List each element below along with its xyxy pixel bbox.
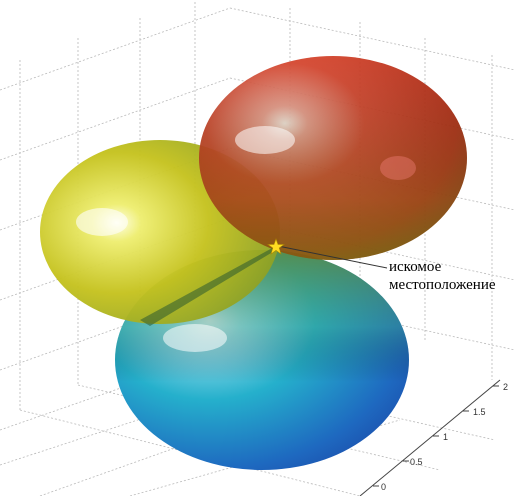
top-lobe	[199, 56, 467, 260]
tick-label: 1.5	[473, 407, 486, 417]
star-icon	[267, 238, 285, 255]
tick-label: 2	[503, 382, 508, 392]
annotation-leader-line	[277, 245, 388, 269]
tick-label: 0.5	[410, 457, 423, 467]
axis-tick-labels: 2 1.5 1 0.5 0	[381, 382, 508, 492]
annotation-label-line-1: искомое	[389, 259, 442, 275]
intersection-ridge	[140, 246, 276, 326]
tick-label: 0	[381, 482, 386, 492]
z-axis-line	[359, 379, 501, 496]
annotation-label-line-2: местоположение	[389, 277, 496, 293]
tick-label: 1	[443, 432, 448, 442]
